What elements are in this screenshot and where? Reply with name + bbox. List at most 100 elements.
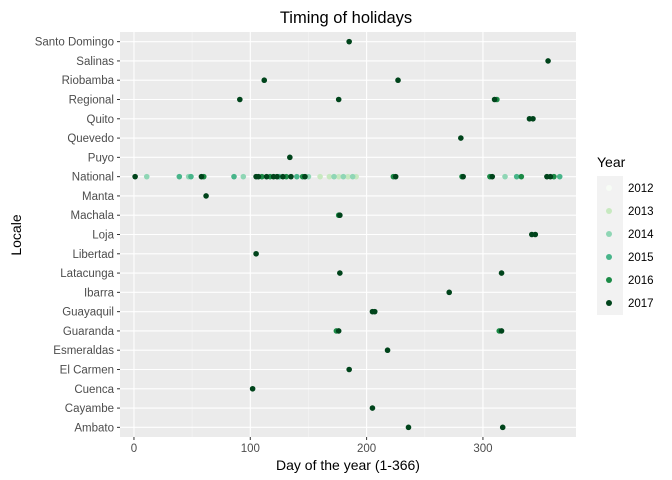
y-tick-label: Latacunga bbox=[60, 268, 114, 280]
x-tick-labels: 0 100 200 300 bbox=[131, 437, 493, 455]
data-point bbox=[198, 173, 205, 180]
y-tick-label: Loja bbox=[92, 230, 114, 242]
data-point bbox=[532, 231, 539, 238]
data-point bbox=[349, 173, 356, 180]
data-point bbox=[337, 270, 343, 276]
data-point bbox=[384, 347, 391, 354]
y-tick-label: Libertad bbox=[72, 249, 114, 261]
data-point bbox=[513, 173, 520, 180]
y-axis-title: Locale bbox=[8, 214, 24, 255]
y-tick-label: Ibarra bbox=[84, 287, 115, 299]
data-point bbox=[255, 173, 262, 180]
legend-label: 2017 bbox=[628, 298, 654, 310]
data-point bbox=[369, 405, 376, 411]
y-tick-label: El Carmen bbox=[60, 365, 114, 377]
data-point bbox=[502, 173, 508, 180]
data-point bbox=[263, 173, 270, 180]
y-tick-label: Machala bbox=[71, 210, 115, 222]
legend-label: 2012 bbox=[628, 183, 654, 195]
data-point bbox=[346, 38, 352, 45]
legend-label: 2013 bbox=[628, 206, 654, 218]
data-point bbox=[337, 212, 343, 219]
legend-key bbox=[606, 254, 612, 260]
data-point bbox=[331, 173, 337, 180]
legend-key-background bbox=[597, 176, 623, 315]
data-point bbox=[460, 173, 466, 180]
data-points bbox=[132, 38, 563, 431]
data-point bbox=[231, 173, 237, 180]
data-point bbox=[491, 96, 498, 103]
data-point bbox=[240, 173, 247, 180]
data-point bbox=[143, 173, 150, 180]
x-tick-label: 200 bbox=[357, 443, 376, 455]
data-point bbox=[392, 173, 399, 180]
data-point bbox=[345, 173, 351, 180]
data-point bbox=[176, 173, 183, 180]
data-point bbox=[547, 173, 554, 180]
y-tick-label: Guayaquil bbox=[62, 307, 114, 319]
data-point bbox=[302, 173, 308, 180]
data-point bbox=[498, 270, 505, 276]
y-tick-label: National bbox=[72, 172, 114, 184]
data-point bbox=[545, 58, 551, 64]
y-tick-label: Santo Domingo bbox=[35, 37, 114, 49]
y-tick-label: Quito bbox=[87, 114, 115, 126]
data-point bbox=[261, 77, 268, 84]
x-axis-title: Day of the year (1-366) bbox=[276, 457, 420, 473]
y-tick-label: Cayambe bbox=[65, 403, 114, 415]
y-tick-label: Regional bbox=[69, 95, 114, 107]
data-point bbox=[249, 385, 256, 392]
data-point bbox=[317, 173, 323, 180]
data-point bbox=[326, 173, 333, 180]
data-point bbox=[371, 308, 378, 315]
data-point bbox=[203, 193, 209, 199]
data-point bbox=[335, 96, 342, 103]
x-tick-label: 300 bbox=[473, 443, 492, 455]
data-point bbox=[294, 173, 300, 180]
x-tick-label: 100 bbox=[241, 443, 260, 455]
y-tick-labels: Santo Domingo Salinas Riobamba Regional Quit… bbox=[35, 37, 120, 434]
data-point bbox=[237, 96, 243, 103]
data-point bbox=[280, 173, 286, 180]
y-tick-label: Cuenca bbox=[74, 384, 114, 396]
legend-key bbox=[606, 231, 612, 237]
data-point bbox=[499, 424, 506, 431]
y-tick-label: Manta bbox=[82, 191, 115, 203]
data-point bbox=[335, 328, 342, 334]
legend-label: 2015 bbox=[628, 252, 654, 264]
y-tick-label: Salinas bbox=[76, 56, 114, 68]
data-point bbox=[274, 173, 280, 180]
y-tick-label: Esmeraldas bbox=[53, 345, 114, 357]
legend-label: 2016 bbox=[628, 275, 654, 287]
legend-key bbox=[606, 208, 612, 214]
data-point bbox=[346, 366, 352, 373]
data-point bbox=[340, 173, 347, 180]
y-tick-label: Puyo bbox=[88, 152, 114, 164]
data-point bbox=[335, 173, 342, 180]
data-point bbox=[489, 173, 496, 180]
data-point bbox=[132, 173, 138, 180]
legend: Year 2012 2013 2014 2015 2016 2017 bbox=[597, 154, 654, 315]
legend-key bbox=[606, 277, 612, 283]
chart-title: Timing of holidays bbox=[280, 9, 412, 27]
data-point bbox=[518, 173, 525, 180]
legend-key bbox=[606, 185, 612, 191]
data-point bbox=[405, 424, 412, 431]
data-point bbox=[287, 154, 293, 161]
y-tick-label: Riobamba bbox=[62, 75, 115, 87]
y-tick-label: Ambato bbox=[74, 422, 114, 434]
legend-label: 2014 bbox=[628, 229, 654, 241]
data-point bbox=[188, 173, 194, 180]
data-point bbox=[530, 115, 536, 122]
data-point bbox=[395, 77, 401, 84]
data-point bbox=[446, 289, 453, 296]
x-tick-label: 0 bbox=[131, 443, 137, 455]
data-point bbox=[556, 173, 563, 180]
data-point bbox=[288, 173, 294, 180]
y-tick-label: Guaranda bbox=[63, 326, 115, 338]
y-tick-label: Quevedo bbox=[67, 133, 114, 145]
data-point bbox=[498, 328, 505, 334]
data-point bbox=[253, 250, 259, 257]
data-point bbox=[458, 135, 464, 141]
